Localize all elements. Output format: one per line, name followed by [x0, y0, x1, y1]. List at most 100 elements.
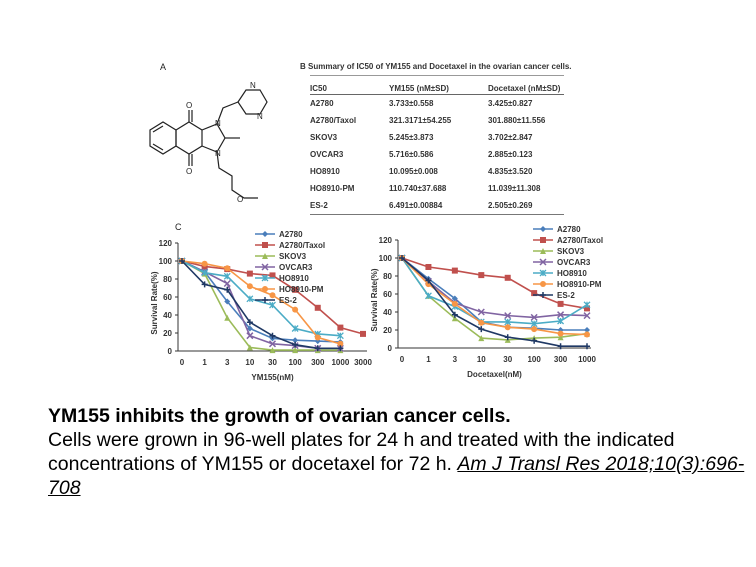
x-axis-label: YM155(nM): [251, 373, 294, 382]
x-tick-label: 100: [288, 358, 302, 367]
marker-plus: [246, 319, 253, 326]
atom-label: N: [257, 112, 263, 121]
marker-star: [261, 274, 269, 282]
x-tick-label: 1000: [578, 355, 596, 364]
table-cell: 3.425±0.827: [488, 99, 533, 108]
marker-star: [269, 301, 276, 309]
table-row: A2780/Taxol 321.3171±54.255 301.880±11.556: [310, 112, 564, 129]
table-cell: 2.885±0.123: [488, 150, 533, 159]
legend-label: ES-2: [557, 291, 575, 300]
table-title: Summary of IC50 of YM155 and Docetaxel i…: [308, 62, 572, 71]
marker-triangle: [292, 347, 299, 354]
table-cell: ES-2: [310, 201, 328, 210]
chemical-structure: O O N N N N O: [149, 81, 268, 204]
marker-square: [337, 324, 344, 331]
marker-circle: [224, 265, 231, 272]
table-cell: 5.716±0.586: [389, 150, 434, 159]
x-tick-label: 1: [202, 358, 207, 367]
marker-x: [477, 308, 485, 316]
marker-triangle: [262, 253, 268, 259]
marker-circle: [262, 286, 268, 292]
marker-x: [557, 311, 565, 319]
marker-x: [530, 313, 538, 321]
marker-x: [246, 332, 254, 340]
marker-square: [478, 272, 485, 279]
table-cell: A2780/Taxol: [310, 116, 357, 125]
marker-star: [504, 318, 512, 326]
atom-label: N: [250, 81, 256, 90]
y-tick-label: 60: [163, 293, 172, 302]
table-cell: OVCAR3: [310, 150, 344, 159]
x-tick-label: 100: [527, 355, 541, 364]
marker-triangle: [540, 248, 546, 254]
marker-plus: [399, 255, 405, 261]
legend-label: ES-2: [279, 296, 297, 305]
x-tick-label: 3: [225, 358, 230, 367]
marker-diamond: [540, 226, 546, 232]
series-a2780: [179, 258, 344, 345]
marker-plus: [451, 311, 458, 318]
marker-star: [223, 272, 231, 280]
table-cell: HO8910-PM: [310, 184, 355, 193]
panel-label-b: B: [300, 62, 306, 71]
marker-plus: [425, 277, 432, 284]
marker-star: [291, 325, 299, 332]
atom-label: O: [186, 167, 192, 176]
series-line: [181, 260, 341, 345]
marker-circle: [201, 260, 208, 267]
table-cell: HO8910: [310, 167, 340, 176]
marker-circle: [557, 330, 564, 337]
marker-x: [261, 263, 269, 271]
marker-square: [540, 237, 546, 243]
series-line: [401, 257, 588, 341]
table-cell: 10.095±0.008: [389, 167, 438, 176]
legend-label: HO8910-PM: [279, 285, 324, 294]
marker-triangle: [246, 344, 253, 351]
legend-label: OVCAR3: [279, 263, 313, 272]
y-tick-label: 40: [163, 311, 172, 320]
y-tick-label: 60: [383, 290, 392, 299]
x-tick-label: 30: [503, 355, 512, 364]
marker-plus: [337, 345, 344, 352]
series-line: [401, 257, 588, 325]
marker-plus: [540, 292, 546, 298]
table-row: SKOV3 5.245±3.873 3.702±2.847: [310, 129, 564, 146]
marker-circle: [584, 331, 590, 338]
caption-title: YM155 inhibits the growth of ovarian can…: [48, 405, 511, 427]
table-row: HO8910-PM 110.740±37.688 11.039±11.308: [310, 180, 564, 197]
x-tick-label: 1000: [331, 358, 349, 367]
legend-label: HO8910-PM: [557, 280, 602, 289]
series-line: [401, 257, 587, 348]
atom-label: N: [215, 149, 221, 158]
x-tick-label: 300: [311, 358, 325, 367]
marker-star: [539, 269, 547, 277]
y-tick-label: 100: [159, 257, 173, 266]
panel-label-c: C: [175, 222, 182, 232]
marker-plus: [269, 332, 276, 339]
y-tick-label: 0: [168, 347, 173, 356]
series-line: [181, 260, 341, 351]
x-axis-label: Docetaxel(nM): [467, 370, 522, 379]
y-tick-label: 40: [383, 308, 392, 317]
chart-0: 0 20 40 60 80 100 120 0 1 3 10 30 100 300 1000 3000 YM15…: [150, 230, 372, 382]
marker-circle: [292, 306, 299, 313]
table-cell: 3.733±0.558: [389, 99, 434, 108]
marker-square: [292, 286, 299, 293]
citation-link[interactable]: Am J Transl Res 2018;10(3):696-708: [48, 453, 745, 499]
marker-star: [530, 320, 538, 328]
marker-circle: [337, 340, 344, 347]
table-header: IC50: [310, 75, 389, 95]
marker-square: [360, 330, 366, 337]
marker-plus: [504, 334, 511, 341]
panel-label-a: A: [160, 62, 167, 72]
table-cell: 321.3171±54.255: [389, 116, 452, 125]
legend-label: A2780/Taxol: [557, 236, 603, 245]
marker-circle: [478, 319, 485, 326]
marker-star: [424, 292, 432, 300]
series-a2780-taxol: [399, 255, 590, 312]
y-tick-label: 0: [388, 344, 393, 353]
x-tick-label: 3: [453, 355, 458, 364]
marker-plus: [314, 345, 321, 352]
marker-star: [201, 269, 209, 277]
